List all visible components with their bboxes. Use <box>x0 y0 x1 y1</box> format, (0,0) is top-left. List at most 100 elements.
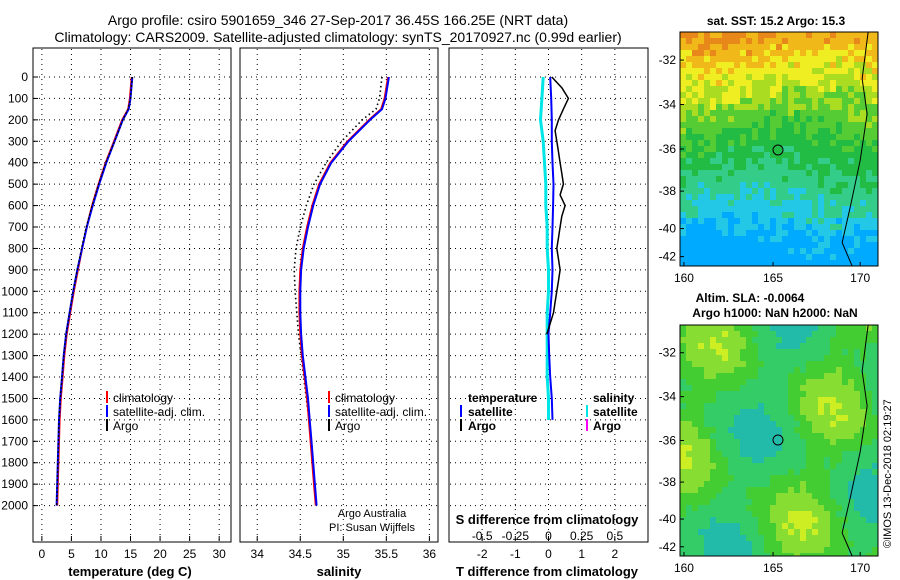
map-cell <box>788 325 794 331</box>
map-cell <box>854 224 860 230</box>
map-cell <box>812 331 818 337</box>
map-cell <box>752 104 758 110</box>
map-cell <box>806 325 812 331</box>
map-cell <box>776 122 782 128</box>
map-cell <box>716 104 722 110</box>
map-cell <box>770 511 776 517</box>
map-cell <box>740 98 746 104</box>
map-cell <box>860 92 866 98</box>
map-cell <box>830 152 836 158</box>
map-cell <box>794 445 800 451</box>
map-cell <box>692 433 698 439</box>
map-cell <box>770 170 776 176</box>
map-cell <box>692 224 698 230</box>
map-cell <box>806 523 812 529</box>
map-cell <box>728 349 734 355</box>
map-cell <box>800 74 806 80</box>
map-cell <box>818 505 824 511</box>
map-cell <box>764 50 770 56</box>
map-cell <box>734 481 740 487</box>
map-cell <box>860 182 866 188</box>
map-cell <box>836 254 842 260</box>
map-cell <box>806 56 812 62</box>
map-cell <box>812 325 818 331</box>
map-cell <box>842 158 848 164</box>
map-cell <box>740 32 746 38</box>
map-cell <box>746 421 752 427</box>
map-cell <box>872 230 878 236</box>
map-cell <box>794 481 800 487</box>
map-cell <box>848 463 854 469</box>
map-cell <box>752 212 758 218</box>
map-cell <box>782 164 788 170</box>
map-cell <box>824 487 830 493</box>
map-cell <box>806 248 812 254</box>
map-cell <box>830 188 836 194</box>
t-difference-xlabel: T difference from climatology <box>456 564 639 579</box>
map-cell <box>794 176 800 182</box>
map-cell <box>806 421 812 427</box>
map-cell <box>866 397 872 403</box>
map-cell <box>716 50 722 56</box>
lon-tick-label: 160 <box>674 561 694 575</box>
map-cell <box>728 445 734 451</box>
map-cell <box>824 367 830 373</box>
map-cell <box>746 104 752 110</box>
map-cell <box>710 116 716 122</box>
map-cell <box>728 547 734 553</box>
map-cell <box>872 116 878 122</box>
map-cell <box>800 86 806 92</box>
map-cell <box>734 427 740 433</box>
legend-label-climatology: climatology <box>113 391 173 405</box>
map-cell <box>758 38 764 44</box>
map-cell <box>704 331 710 337</box>
map-cell <box>800 146 806 152</box>
map-cell <box>752 469 758 475</box>
map-cell <box>842 499 848 505</box>
map-cell <box>782 403 788 409</box>
map-cell <box>722 439 728 445</box>
map-cell <box>848 373 854 379</box>
map-cell <box>824 260 830 266</box>
map-cell <box>800 445 806 451</box>
lat-tick-label: -40 <box>659 512 677 526</box>
map-cell <box>854 541 860 547</box>
map-cell <box>776 206 782 212</box>
map-cell <box>806 86 812 92</box>
map-cell <box>764 343 770 349</box>
map-cell <box>836 505 842 511</box>
map-cell <box>758 325 764 331</box>
map-cell <box>842 128 848 134</box>
map-cell <box>812 80 818 86</box>
map-cell <box>818 50 824 56</box>
map-cell <box>806 116 812 122</box>
y-tick-label: 1500 <box>1 391 28 405</box>
map-cell <box>794 122 800 128</box>
map-cell <box>704 218 710 224</box>
map-cell <box>824 56 830 62</box>
legend-label-s-satellite: satellite <box>593 405 638 419</box>
map-cell <box>680 92 686 98</box>
map-cell <box>824 427 830 433</box>
map-cell <box>812 421 818 427</box>
map-cell <box>854 32 860 38</box>
map-cell <box>704 349 710 355</box>
map-cell <box>764 122 770 128</box>
map-cell <box>806 343 812 349</box>
map-cell <box>734 439 740 445</box>
map-cell <box>836 116 842 122</box>
map-cell <box>854 62 860 68</box>
map-cell <box>818 511 824 517</box>
map-cell <box>872 553 878 556</box>
map-cell <box>722 32 728 38</box>
map-cell <box>710 236 716 242</box>
map-cell <box>740 152 746 158</box>
map-cell <box>782 242 788 248</box>
x-tick-label: 15 <box>124 547 138 561</box>
map-cell <box>710 523 716 529</box>
map-cell <box>752 427 758 433</box>
map-cell <box>836 236 842 242</box>
sst-map-title: sat. SST: 15.2 Argo: 15.3 <box>707 14 846 28</box>
map-cell <box>830 433 836 439</box>
map-cell <box>782 415 788 421</box>
